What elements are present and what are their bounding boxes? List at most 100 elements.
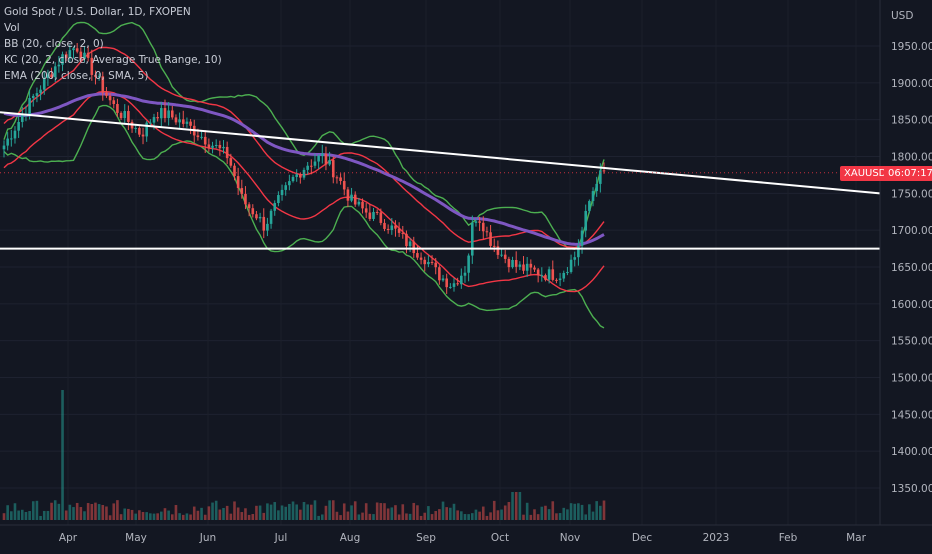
candle-body bbox=[90, 57, 94, 75]
candle-body bbox=[170, 110, 174, 118]
candle-body bbox=[13, 130, 17, 139]
candle-body bbox=[489, 232, 492, 246]
candle-body bbox=[269, 210, 273, 224]
y-tick-label: 1750.00 bbox=[891, 188, 932, 200]
candle-body bbox=[331, 160, 335, 178]
candle-body bbox=[68, 50, 72, 59]
y-tick-label: 1500.00 bbox=[891, 373, 932, 385]
y-tick-label: 1950.00 bbox=[891, 41, 932, 53]
indicator-ema[interactable]: EMA (200, close, 0, SMA, 5) bbox=[4, 70, 149, 82]
candle-body bbox=[262, 216, 266, 231]
volume-bar bbox=[97, 504, 101, 520]
candle-body bbox=[86, 52, 90, 58]
volume-bar bbox=[83, 511, 86, 520]
price-axis[interactable]: 1950.00 1900.00 1850.00 1800.00 1750.00 1700.… bbox=[879, 0, 932, 525]
candle-body bbox=[551, 269, 555, 280]
volume-bar bbox=[375, 502, 379, 520]
candle-body bbox=[280, 189, 284, 196]
candle-body bbox=[328, 160, 331, 165]
volume-bar bbox=[566, 509, 569, 520]
volume-bar bbox=[178, 513, 181, 520]
volume-bar bbox=[514, 492, 518, 520]
volume-bar bbox=[555, 513, 558, 520]
volume-bar bbox=[449, 507, 452, 520]
candle-body bbox=[405, 233, 408, 247]
volume-bar bbox=[17, 510, 20, 520]
volume-bar bbox=[441, 501, 445, 520]
indicator-kc[interactable]: KC (20, 2, close, Average True Range, 10… bbox=[4, 54, 222, 66]
volume-bar bbox=[346, 511, 350, 520]
y-tick-label: 1550.00 bbox=[891, 336, 932, 348]
candle-body bbox=[160, 108, 163, 119]
volume-bar bbox=[64, 510, 68, 520]
y-tick-label: 1800.00 bbox=[891, 152, 932, 164]
candle-body bbox=[240, 188, 244, 194]
volume-bar bbox=[569, 503, 573, 520]
candle-body bbox=[317, 155, 320, 162]
volume-bar bbox=[112, 503, 116, 520]
volume-bar bbox=[20, 509, 24, 520]
candle-body bbox=[138, 128, 141, 135]
candle-body bbox=[507, 258, 511, 268]
candle-body bbox=[28, 98, 31, 115]
volume-bar bbox=[214, 500, 218, 520]
candle-body bbox=[544, 275, 547, 280]
candle-body bbox=[324, 153, 328, 165]
candle-body bbox=[430, 261, 434, 263]
time-axis[interactable]: Apr May Jun Jul Aug Sep Oct Nov Dec 2023 Feb Mar bbox=[0, 524, 932, 544]
volume-bar bbox=[408, 513, 412, 520]
candle-body bbox=[525, 263, 529, 271]
volume-bar bbox=[427, 506, 430, 520]
volume-bar bbox=[331, 500, 335, 520]
volume-bar bbox=[233, 501, 236, 520]
candle-body bbox=[485, 231, 489, 233]
volume-bar bbox=[94, 502, 97, 520]
candle-body bbox=[416, 253, 419, 258]
volume-bar bbox=[562, 507, 566, 520]
candle-body bbox=[6, 138, 9, 146]
candle-body bbox=[595, 183, 598, 192]
y-tick-label: 1850.00 bbox=[891, 115, 932, 127]
candle-body bbox=[152, 117, 156, 123]
indicator-bb[interactable]: BB (20, close, 2, 0) bbox=[4, 38, 104, 50]
y-tick-label: 1900.00 bbox=[891, 78, 932, 90]
y-tick-label: 1400.00 bbox=[891, 446, 932, 458]
candle-body bbox=[178, 119, 181, 123]
candle-body bbox=[64, 54, 68, 59]
volume-bar bbox=[361, 512, 364, 520]
trend-lines[interactable] bbox=[0, 111, 881, 250]
indicator-vol[interactable]: Vol bbox=[4, 22, 20, 34]
candle-body bbox=[361, 201, 364, 209]
volume-bar bbox=[269, 504, 273, 520]
volume-bar bbox=[225, 505, 229, 520]
volume-bar bbox=[529, 514, 533, 520]
candle-body bbox=[207, 144, 211, 148]
candle-body bbox=[72, 48, 75, 51]
candle-body bbox=[116, 104, 119, 113]
volume-bar bbox=[412, 502, 416, 520]
volume-bar bbox=[302, 502, 306, 520]
volume-bar bbox=[313, 500, 317, 520]
candles bbox=[2, 43, 606, 294]
volume-bar bbox=[116, 500, 119, 520]
volume-bar bbox=[602, 500, 606, 520]
x-tick-label: May bbox=[125, 532, 147, 544]
volume-bar bbox=[372, 514, 375, 520]
bb-upper bbox=[3, 21, 605, 251]
candle-body bbox=[310, 165, 313, 167]
chart-title[interactable]: Gold Spot / U.S. Dollar, 1D, FXOPEN bbox=[4, 6, 191, 18]
volume-bar bbox=[547, 509, 551, 520]
volume-bar bbox=[72, 507, 75, 520]
candle-body bbox=[20, 115, 24, 122]
volume-bar bbox=[2, 513, 6, 520]
volume-bar bbox=[28, 511, 31, 520]
countdown-badge: 06:07:17 bbox=[884, 166, 932, 181]
candle-body bbox=[273, 203, 277, 211]
volume-bar bbox=[310, 504, 313, 520]
volume-bar bbox=[255, 505, 258, 520]
volume-bar bbox=[273, 502, 277, 520]
candle-body bbox=[189, 121, 192, 126]
volume-bar bbox=[262, 512, 266, 520]
